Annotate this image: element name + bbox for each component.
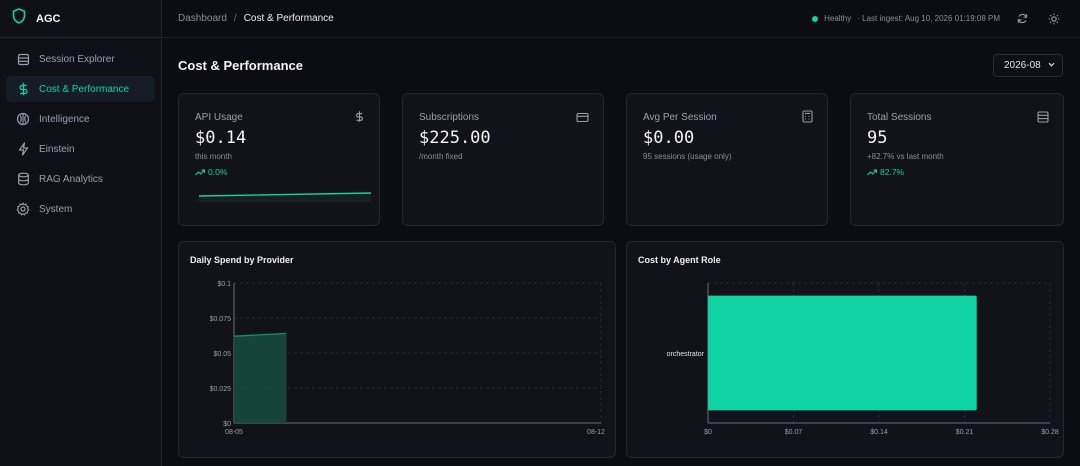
stat-value: $0.14 — [195, 128, 247, 148]
y-tick-label: $0.075 — [210, 316, 232, 323]
y-tick-label: $0.025 — [210, 386, 232, 393]
chart-title: Cost by Agent Role — [638, 255, 721, 265]
sidebar-item-label: System — [39, 203, 73, 215]
agent-role-chart: $0 $0.07 $0.14 $0.21 $0.28 orchestrator — [667, 282, 1059, 436]
sidebar-item-einstein[interactable]: Einstein — [6, 136, 155, 162]
database-icon — [16, 172, 30, 186]
dollar-icon — [354, 110, 365, 128]
sidebar-nav: Session Explorer Cost & Performance Inte… — [0, 38, 161, 234]
status-dot — [812, 15, 819, 22]
stat-card-avg-per-session: Avg Per Session $0.00 95 sessions (usage… — [626, 93, 828, 226]
database-icon — [1037, 110, 1049, 128]
stat-trend: 0.0% — [195, 167, 227, 177]
stat-label: Total Sessions — [867, 112, 932, 123]
sparkline — [198, 192, 372, 202]
sidebar-item-label: Cost & Performance — [39, 83, 130, 95]
y-tick-label: $0.05 — [213, 351, 231, 358]
sidebar-item-intelligence[interactable]: Intelligence — [6, 106, 155, 132]
dollar-icon — [16, 82, 30, 96]
stat-sub: /month fixed — [419, 152, 463, 161]
month-select-value: 2026-08 — [1004, 60, 1041, 71]
refresh-icon — [1017, 13, 1027, 24]
y-tick-label: orchestrator — [667, 351, 705, 358]
sidebar: AGC Session Explorer Cost & Performance … — [0, 0, 162, 466]
stat-value: $0.00 — [643, 128, 695, 148]
stat-sub: +82.7% vs last month — [867, 152, 944, 161]
stat-sub: this month — [195, 152, 232, 161]
sidebar-item-cost-performance[interactable]: Cost & Performance — [6, 76, 155, 102]
stat-trend: 82.7% — [867, 167, 904, 177]
sun-icon — [1048, 13, 1060, 24]
breadcrumb-dashboard-link[interactable]: Dashboard — [178, 13, 227, 24]
area-series-fill — [234, 333, 287, 423]
table-icon — [16, 52, 30, 66]
breadcrumb: Dashboard / Cost & Performance — [178, 13, 334, 24]
shield-icon — [12, 8, 26, 29]
breadcrumb-separator: / — [233, 13, 237, 24]
x-tick-label: $0.21 — [956, 429, 974, 436]
stat-trend-value: 82.7% — [880, 167, 905, 177]
credit-card-icon — [576, 110, 589, 128]
stat-card-api-usage: API Usage $0.14 this month 0.0% — [178, 93, 380, 226]
month-select[interactable]: 2026-08 — [993, 54, 1063, 77]
area-series-line — [233, 332, 287, 337]
theme-toggle-button[interactable] — [1044, 9, 1064, 29]
daily-spend-chart: $0 $0.025 $0.05 $0.075 $0.1 08-05 08-12 — [210, 281, 605, 436]
x-tick-label: 08-05 — [225, 429, 243, 436]
stat-trend-value: 0.0% — [208, 167, 228, 177]
x-tick-label: $0.14 — [870, 429, 888, 436]
chevron-down-icon — [1047, 60, 1056, 72]
x-tick-label: $0 — [704, 429, 712, 436]
sidebar-item-rag-analytics[interactable]: RAG Analytics — [6, 166, 155, 192]
sidebar-item-label: Einstein — [39, 143, 75, 155]
sidebar-item-label: Intelligence — [39, 113, 90, 125]
lightning-icon — [16, 142, 30, 156]
chart-card-daily-spend: Daily Spend by Provider $0 $0.025 $0.05 $0.… — [178, 241, 616, 458]
sidebar-item-label: RAG Analytics — [39, 173, 103, 185]
brain-icon — [16, 112, 30, 126]
x-tick-label: $0.07 — [785, 429, 803, 436]
chart-title: Daily Spend by Provider — [190, 255, 294, 265]
stat-sub: 95 sessions (usage only) — [643, 152, 732, 161]
status-area: Healthy · Last ingest: Aug 10, 2026 01:1… — [812, 9, 1064, 29]
sidebar-item-label: Session Explorer — [39, 53, 115, 65]
stat-label: Avg Per Session — [643, 112, 717, 123]
sidebar-item-session-explorer[interactable]: Session Explorer — [6, 46, 155, 72]
brand[interactable]: AGC — [0, 0, 161, 38]
y-tick-label: $0 — [223, 421, 231, 428]
page-title: Cost & Performance — [178, 58, 303, 73]
stat-value: $225.00 — [419, 128, 491, 148]
sidebar-item-system[interactable]: System — [6, 196, 155, 222]
stat-value: 95 — [867, 128, 888, 148]
last-ingest-text: · Last ingest: Aug 10, 2026 01:19:08 PM — [857, 14, 1000, 23]
y-tick-label: $0.1 — [217, 281, 231, 288]
status-text: Healthy — [824, 14, 852, 23]
calculator-icon — [802, 110, 813, 128]
bar — [708, 295, 977, 411]
stat-card-total-sessions: Total Sessions 95 +82.7% vs last month 8… — [850, 93, 1064, 226]
refresh-button[interactable] — [1012, 9, 1032, 29]
stat-label: Subscriptions — [419, 112, 480, 123]
stat-label: API Usage — [195, 112, 243, 123]
x-tick-label: 08-12 — [587, 429, 605, 436]
x-tick-label: $0.28 — [1041, 429, 1059, 436]
stat-card-subscriptions: Subscriptions $225.00 /month fixed — [402, 93, 604, 226]
topbar: Dashboard / Cost & Performance Healthy ·… — [162, 0, 1080, 38]
brand-title: AGC — [36, 12, 61, 25]
trending-up-icon — [195, 168, 205, 175]
gear-icon — [16, 202, 30, 216]
chart-card-agent-role: Cost by Agent Role $0 $0.07 $0.14 $0.21 $0.2… — [626, 241, 1064, 458]
breadcrumb-current: Cost & Performance — [243, 13, 334, 24]
main-content: Dashboard / Cost & Performance Healthy ·… — [162, 0, 1080, 466]
trending-up-icon — [867, 168, 877, 175]
